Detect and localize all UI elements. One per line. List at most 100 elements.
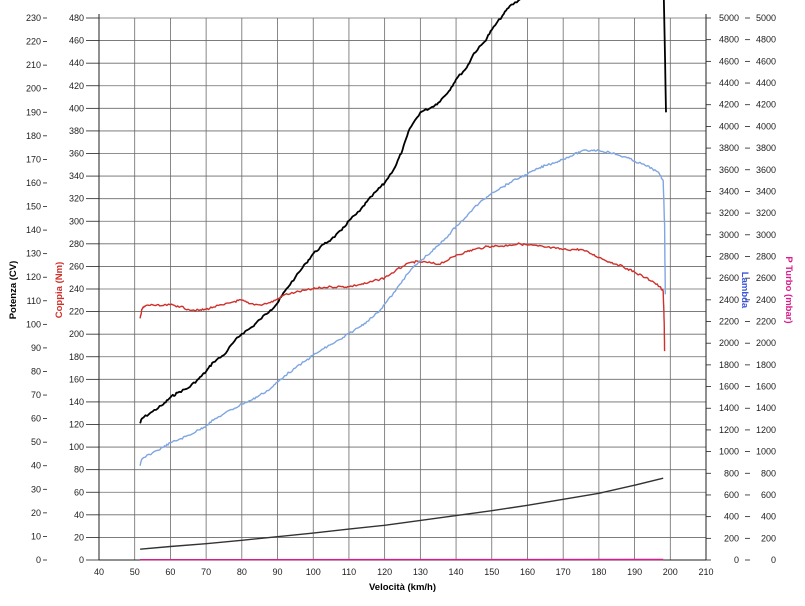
- lambda-tick-label: 4000: [719, 121, 739, 131]
- potenza-tick-label: 40: [31, 461, 41, 471]
- potenza-tick-label: 130: [26, 249, 41, 259]
- coppia-tick-label: 140: [69, 397, 84, 407]
- x-tick-label: 90: [273, 567, 283, 577]
- lambda-tick-label: 4800: [719, 35, 739, 45]
- axis-labels: Velocità (km/h) Potenza (CV) Coppia (Nm) La…: [8, 256, 794, 593]
- pturbo-tick-label: 2800: [756, 251, 776, 261]
- pturbo-tick-label: 2400: [756, 295, 776, 305]
- x-tick-label: 100: [306, 567, 321, 577]
- x-tick-label: 140: [449, 567, 464, 577]
- x-tick-label: 130: [413, 567, 428, 577]
- potenza-tick-label: 220: [26, 37, 41, 47]
- series-lines: [139, 0, 667, 561]
- potenza-tick-label: 160: [26, 178, 41, 188]
- lambda-tick-label: 4400: [719, 78, 739, 88]
- potenza-tick-label: 170: [26, 154, 41, 164]
- pturbo-tick-label: 1600: [756, 382, 776, 392]
- coppia-tick-label: 220: [69, 307, 84, 317]
- coppia-tick-label: 60: [74, 487, 84, 497]
- lambda-tick-label: 1600: [719, 382, 739, 392]
- coppia-tick-label: 400: [69, 103, 84, 113]
- lambda-tick-label: 3000: [719, 230, 739, 240]
- pturbo-tick-label: 2200: [756, 317, 776, 327]
- lambda-tick-label: 0: [734, 555, 739, 565]
- pturbo-tick-label: 4000: [756, 121, 776, 131]
- coppia-tick-label: 340: [69, 171, 84, 181]
- pturbo-tick-label: 200: [761, 533, 776, 543]
- potenza-tick-label: 50: [31, 437, 41, 447]
- coppia-tick-label: 160: [69, 374, 84, 384]
- x-tick-label: 110: [342, 567, 356, 577]
- potenza-tick-label: 90: [31, 343, 41, 353]
- lambda-axis-title: Lambda: [739, 272, 750, 309]
- x-tick-label: 120: [377, 567, 392, 577]
- x-tick-label: 60: [165, 567, 175, 577]
- lambda-tick-label: 1200: [719, 425, 739, 435]
- coppia-tick-label: 420: [69, 81, 84, 91]
- lambda-tick-label: 2600: [719, 273, 739, 283]
- tick-labels: 40 50 60 70 80 90 100 110 120 130 140 150 160 170 180 1…: [26, 13, 776, 577]
- pturbo-tick-label: 4400: [756, 78, 776, 88]
- lambda-tick-label: 3800: [719, 143, 739, 153]
- x-tick-label: 200: [663, 567, 678, 577]
- lambda-tick-label: 2000: [719, 338, 739, 348]
- potenza-tick-label: 60: [31, 414, 41, 424]
- potenza-tick-label: 210: [26, 60, 41, 70]
- lambda-tick-label: 2800: [719, 251, 739, 261]
- coppia-tick-label: 480: [69, 13, 84, 23]
- axes: [98, 14, 707, 561]
- lambda-tick-label: 4600: [719, 56, 739, 66]
- x-tick-label: 180: [591, 567, 606, 577]
- coppia-tick-label: 120: [69, 420, 84, 430]
- pturbo-tick-label: 3600: [756, 165, 776, 175]
- pturbo-tick-label: 400: [761, 512, 776, 522]
- potenza-tick-label: 190: [26, 107, 41, 117]
- pturbo-tick-label: 3800: [756, 143, 776, 153]
- x-tick-label: 80: [237, 567, 247, 577]
- potenza-tick-label: 70: [31, 390, 41, 400]
- coppia-tick-label: 280: [69, 239, 84, 249]
- potenza-tick-label: 30: [31, 484, 41, 494]
- lambda-tick-label: 3200: [719, 208, 739, 218]
- coppia-tick-label: 20: [74, 532, 84, 542]
- pturbo-tick-label: 1200: [756, 425, 776, 435]
- pturbo-tick-label: 5000: [756, 13, 776, 23]
- pturbo-tick-label: 3400: [756, 186, 776, 196]
- x-tick-label: 210: [698, 567, 713, 577]
- lambda-tick-label: 3600: [719, 165, 739, 175]
- potenza-tick-label: 180: [26, 131, 41, 141]
- lambda-tick-label: 3400: [719, 186, 739, 196]
- coppia-tick-label: 320: [69, 194, 84, 204]
- potenza-tick-label: 110: [27, 296, 41, 306]
- coppia-tick-label: 40: [74, 510, 84, 520]
- x-tick-label: 160: [520, 567, 535, 577]
- potenza-tick-label: 10: [31, 531, 41, 541]
- potenza-tick-label: 120: [26, 272, 41, 282]
- coppia-tick-label: 360: [69, 149, 84, 159]
- pturbo-tick-label: 4800: [756, 35, 776, 45]
- x-tick-label: 190: [627, 567, 642, 577]
- pturbo-tick-label: 0: [771, 555, 776, 565]
- x-tick-label: 50: [130, 567, 140, 577]
- pturbo-tick-label: 1000: [756, 447, 776, 457]
- series-line-coppia: [139, 242, 666, 352]
- coppia-tick-label: 240: [69, 284, 84, 294]
- x-tick-label: 170: [556, 567, 571, 577]
- x-tick-label: 40: [94, 567, 104, 577]
- lambda-tick-label: 5000: [719, 13, 739, 23]
- grid: [98, 17, 707, 561]
- lambda-tick-label: 1400: [719, 403, 739, 413]
- potenza-tick-label: 140: [26, 225, 41, 235]
- lambda-tick-label: 400: [724, 512, 739, 522]
- potenza-tick-label: 80: [31, 366, 41, 376]
- lambda-tick-label: 1000: [719, 447, 739, 457]
- pturbo-tick-label: 4600: [756, 56, 776, 66]
- lambda-tick-label: 200: [724, 533, 739, 543]
- x-axis-title: Velocità (km/h): [369, 582, 436, 593]
- coppia-tick-label: 200: [69, 329, 84, 339]
- potenza-tick-label: 150: [26, 202, 41, 212]
- lambda-tick-label: 4200: [719, 100, 739, 110]
- pturbo-axis-title: P Turbo (mbar): [783, 256, 794, 323]
- pturbo-tick-label: 3000: [756, 230, 776, 240]
